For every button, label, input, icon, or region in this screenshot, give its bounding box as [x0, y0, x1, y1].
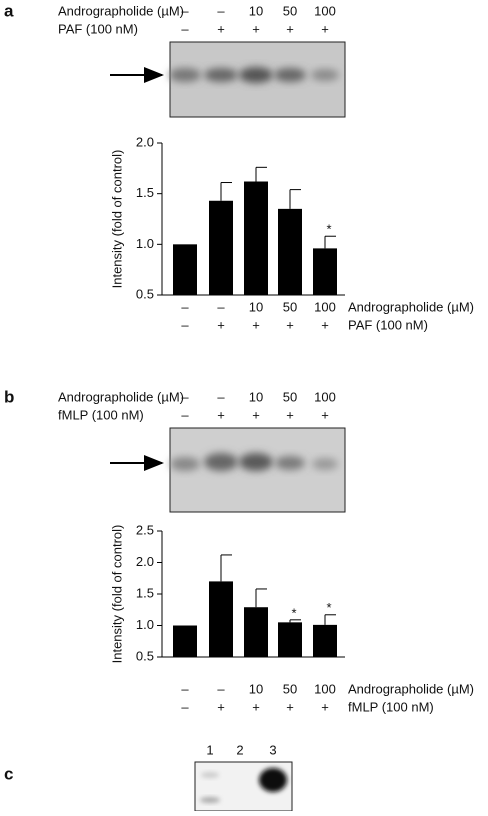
bar — [209, 581, 233, 657]
x-row-label: PAF (100 nM) — [348, 317, 428, 332]
row-value: – — [217, 389, 225, 404]
row-value: + — [217, 21, 225, 36]
row-label: Andrographolide (µM) — [58, 389, 184, 404]
x-row-value: – — [181, 681, 189, 696]
y-tick-label: 2.0 — [136, 134, 154, 149]
row-value: – — [181, 389, 189, 404]
row-value: + — [252, 21, 260, 36]
row-value: 100 — [314, 389, 336, 404]
bar — [278, 208, 302, 295]
x-row-value: + — [286, 317, 294, 332]
panel-label: a — [4, 1, 14, 20]
x-row-value: – — [217, 299, 225, 314]
row-value: – — [181, 407, 189, 422]
bar — [313, 248, 337, 295]
x-row-value: – — [181, 699, 189, 714]
bar — [244, 181, 268, 295]
y-tick-label: 2.5 — [136, 522, 154, 537]
x-row-value: + — [217, 699, 225, 714]
row-value: + — [217, 407, 225, 422]
bar — [313, 624, 337, 657]
x-row-value: 50 — [283, 299, 297, 314]
bar — [209, 200, 233, 295]
x-row-value: – — [181, 317, 189, 332]
y-axis-label: Intensity (fold of control) — [109, 150, 124, 289]
row-value: 50 — [283, 3, 297, 18]
x-row-value: – — [217, 681, 225, 696]
row-value: + — [321, 407, 329, 422]
y-tick-label: 1.5 — [136, 185, 154, 200]
gel-a — [110, 41, 346, 118]
row-value: 50 — [283, 389, 297, 404]
y-axis-label: Intensity (fold of control) — [109, 525, 124, 664]
x-row-value: + — [286, 699, 294, 714]
x-row-value: + — [321, 317, 329, 332]
annotation: * — [326, 600, 331, 615]
bar — [244, 607, 268, 657]
row-label: Andrographolide (µM) — [58, 3, 184, 18]
bar — [173, 625, 197, 657]
x-row-value: + — [321, 699, 329, 714]
x-row-value: + — [252, 317, 260, 332]
x-row-label: Andrographolide (µM) — [348, 681, 474, 696]
y-tick-label: 1.0 — [136, 617, 154, 632]
row-value: + — [286, 21, 294, 36]
annotation: * — [326, 222, 331, 237]
lane-label: 1 — [206, 742, 213, 757]
x-row-value: 100 — [314, 681, 336, 696]
lane-label: 2 — [236, 742, 243, 757]
panel-label: b — [4, 387, 14, 406]
row-value: 10 — [249, 389, 263, 404]
x-row-value: – — [181, 299, 189, 314]
y-tick-label: 1.5 — [136, 585, 154, 600]
x-row-value: + — [217, 317, 225, 332]
panel-label: c — [4, 764, 13, 783]
gel-c — [194, 761, 293, 812]
y-tick-label: 0.5 — [136, 286, 154, 301]
x-row-value: 50 — [283, 681, 297, 696]
bar — [278, 622, 302, 657]
x-row-value: 100 — [314, 299, 336, 314]
x-row-label: fMLP (100 nM) — [348, 699, 434, 714]
row-value: – — [217, 3, 225, 18]
gel-b — [110, 427, 346, 513]
row-value: 100 — [314, 3, 336, 18]
y-tick-label: 1.0 — [136, 236, 154, 251]
row-value: – — [181, 21, 189, 36]
row-value: – — [181, 3, 189, 18]
row-value: + — [286, 407, 294, 422]
row-value: + — [252, 407, 260, 422]
annotation: * — [291, 605, 296, 620]
y-tick-label: 0.5 — [136, 648, 154, 663]
lane-label: 3 — [269, 742, 276, 757]
row-label: fMLP (100 nM) — [58, 407, 144, 422]
row-value: 10 — [249, 3, 263, 18]
row-label: PAF (100 nM) — [58, 21, 138, 36]
x-row-value: 10 — [249, 299, 263, 314]
bar — [173, 244, 197, 295]
x-row-label: Andrographolide (µM) — [348, 299, 474, 314]
x-row-value: 10 — [249, 681, 263, 696]
y-tick-label: 2.0 — [136, 554, 154, 569]
row-value: + — [321, 21, 329, 36]
x-row-value: + — [252, 699, 260, 714]
